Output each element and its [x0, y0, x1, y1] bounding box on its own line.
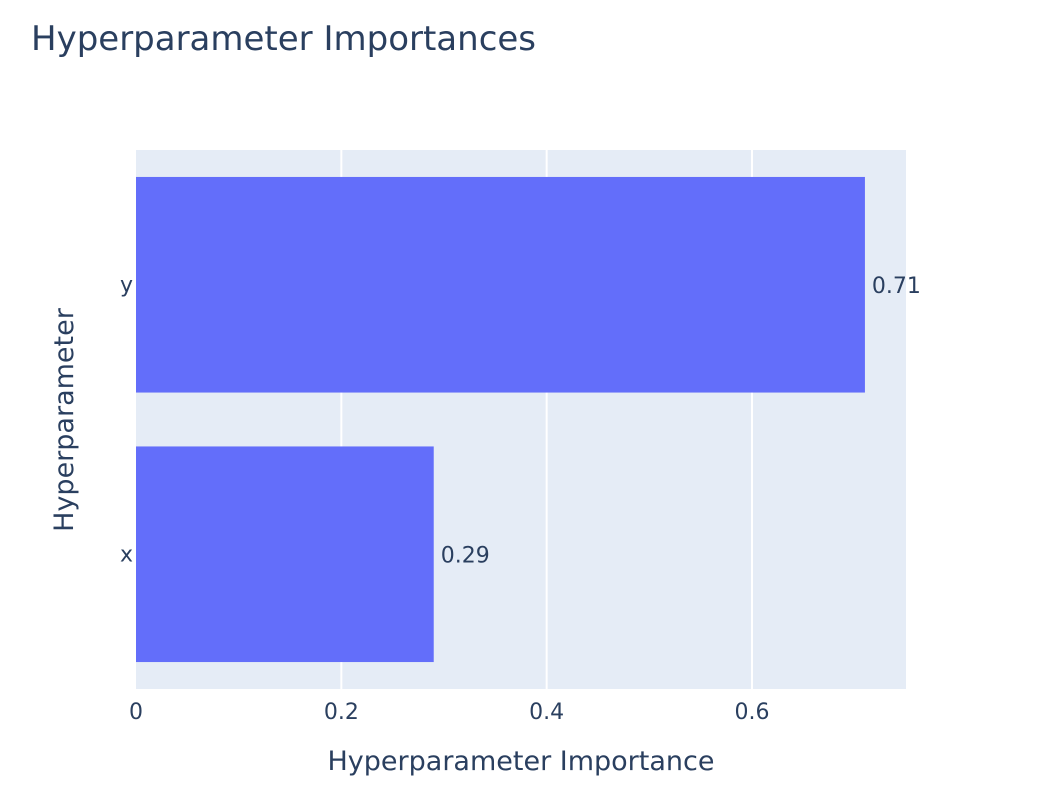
x-tick-label: 0.4 — [529, 700, 564, 725]
data-labels: 0.71 0.29 — [441, 274, 921, 569]
chart-title: Hyperparameter Importances — [31, 19, 536, 59]
x-axis-title: Hyperparameter Importance — [328, 746, 715, 777]
y-axis-ticks: yx — [120, 273, 133, 568]
x-axis-ticks: 0 0.2 0.4 0.6 — [129, 700, 770, 725]
bars — [136, 176, 865, 663]
y-tick-label: x — [120, 542, 133, 567]
x-tick-label: 0.6 — [735, 700, 770, 725]
y-tick-label: y — [120, 273, 133, 298]
x-tick-label: 0.2 — [324, 700, 359, 725]
x-tick-label: 0 — [129, 700, 143, 725]
bar-y — [136, 176, 865, 393]
bar-x — [136, 446, 434, 663]
data-label-y: 0.71 — [872, 274, 921, 299]
y-axis-title: Hyperparameter — [49, 307, 80, 532]
data-label-x: 0.29 — [441, 543, 490, 568]
